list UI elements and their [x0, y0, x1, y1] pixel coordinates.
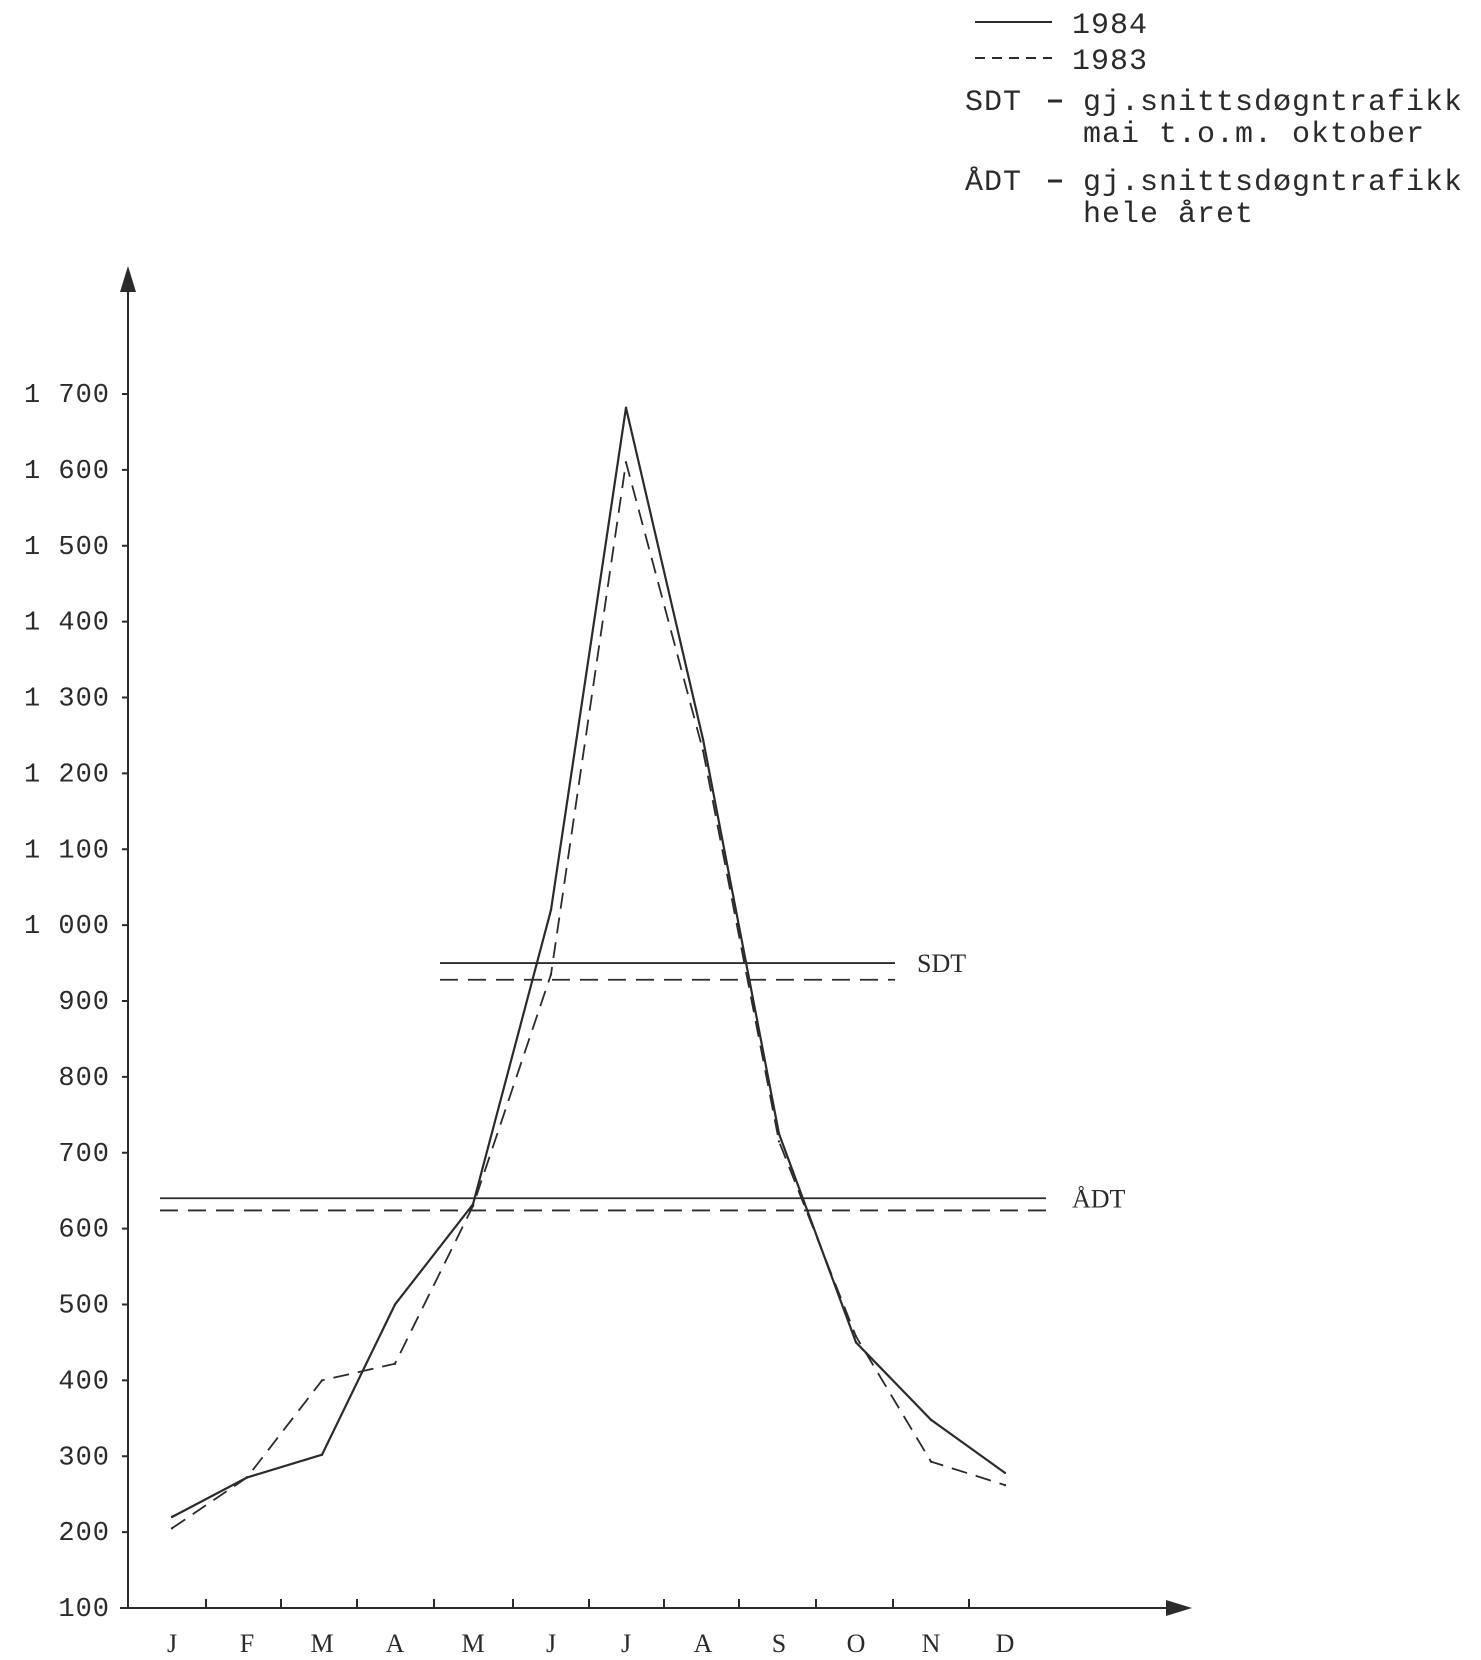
y-axis-ticks: 100 200 300 400 500 600 700 800 900 1 000 1 100 1 2… — [24, 381, 128, 1625]
y-tick-label: 500 — [58, 1292, 110, 1322]
x-tick-label: M — [310, 1629, 333, 1658]
legend-note-key: ÅDT — [965, 166, 1022, 200]
data-point-1984 — [929, 1418, 933, 1422]
series-line-1983 — [171, 462, 1006, 1530]
legend-note-key: SDT — [965, 86, 1022, 120]
y-tick-label: 1 600 — [24, 457, 110, 487]
y-tick-label: 300 — [58, 1443, 110, 1473]
legend-note-line2: hele året — [1083, 198, 1254, 232]
y-tick-label: 1 100 — [24, 836, 110, 866]
x-tick-label: O — [847, 1629, 866, 1658]
legend-label: 1984 — [1072, 9, 1148, 43]
y-tick-label: 400 — [58, 1367, 110, 1397]
data-point-1984 — [854, 1341, 858, 1344]
y-tick-label: 1 500 — [24, 533, 110, 563]
y-tick-label: 200 — [58, 1519, 110, 1549]
data-point-1983 — [393, 1362, 397, 1365]
reference-label: ÅDT — [1072, 1184, 1126, 1213]
y-axis-arrow-icon — [120, 266, 136, 292]
data-point-1983 — [929, 1460, 933, 1463]
legend-note-line2: mai t.o.m. oktober — [1083, 118, 1425, 152]
data-point-1983 — [854, 1335, 858, 1338]
data-point-1984 — [393, 1303, 397, 1306]
data-point-1984 — [320, 1453, 324, 1456]
data-point-1984 — [549, 908, 553, 912]
x-axis-arrow-icon — [1166, 1600, 1192, 1616]
legend-note-line1: gj.snittsdøgntrafikk — [1083, 86, 1463, 120]
data-point-1984 — [1003, 1471, 1007, 1475]
data-point-1983 — [471, 1204, 475, 1208]
y-tick-label: 1 200 — [24, 760, 110, 790]
x-tick-label: A — [694, 1629, 713, 1658]
data-point-1983 — [701, 749, 705, 752]
data-point-1983 — [245, 1476, 249, 1479]
y-tick-label: 600 — [58, 1216, 110, 1246]
legend-label: 1983 — [1072, 45, 1148, 79]
y-tick-label: 1 400 — [24, 609, 110, 639]
x-tick-label: M — [461, 1629, 484, 1658]
chart-axes — [120, 266, 1192, 1616]
y-tick-label: 100 — [58, 1595, 110, 1625]
data-point-1983 — [624, 461, 628, 464]
reference-lines: SDT ÅDT — [160, 949, 1126, 1213]
series-lines — [170, 406, 1007, 1530]
x-tick-label: J — [546, 1629, 556, 1658]
data-point-1983 — [777, 1140, 781, 1143]
data-point-1983 — [170, 1527, 174, 1530]
x-tick-label: J — [167, 1629, 177, 1658]
y-tick-label: 900 — [58, 988, 110, 1018]
y-tick-label: 700 — [58, 1140, 110, 1170]
data-point-1984 — [170, 1515, 174, 1519]
x-tick-label: F — [240, 1629, 254, 1658]
data-point-1983 — [320, 1379, 324, 1382]
x-tick-label: S — [772, 1629, 786, 1658]
y-tick-label: 1 700 — [24, 381, 110, 411]
data-point-1983 — [1003, 1483, 1007, 1487]
y-tick-label: 1 000 — [24, 912, 110, 942]
x-tick-label: A — [386, 1629, 405, 1658]
data-point-1983 — [549, 973, 553, 976]
y-tick-label: 1 300 — [24, 685, 110, 715]
data-point-1984 — [624, 406, 628, 409]
x-tick-label: N — [922, 1629, 941, 1658]
reference-label: SDT — [917, 949, 966, 978]
series-line-1984 — [171, 407, 1006, 1518]
data-point-1984 — [701, 738, 705, 741]
x-tick-label: D — [996, 1629, 1015, 1658]
legend-note-line1: gj.snittsdøgntrafikk — [1083, 166, 1463, 200]
y-tick-label: 800 — [58, 1064, 110, 1094]
x-tick-label: J — [621, 1629, 631, 1658]
